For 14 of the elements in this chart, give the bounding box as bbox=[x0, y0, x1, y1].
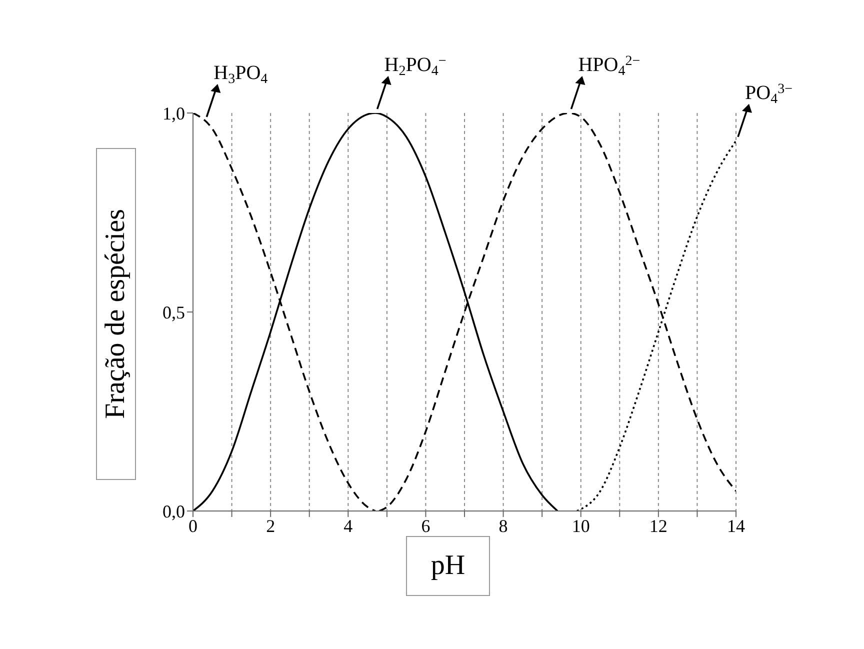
y-tick-label: 0,0 bbox=[162, 501, 185, 522]
x-tick-label: 14 bbox=[727, 516, 745, 536]
y-axis-title: Fração de espécies bbox=[100, 209, 132, 419]
annotation: H$_{3}$PO$_{4}$ bbox=[214, 62, 268, 86]
y-tick-label: 0,5 bbox=[162, 302, 185, 322]
y-tick-label: 1,0 bbox=[162, 103, 185, 124]
x-axis-title: pH bbox=[406, 536, 490, 596]
x-tick-label: 4 bbox=[344, 516, 353, 536]
x-tick-label: 10 bbox=[572, 516, 590, 536]
x-tick-label: 0 bbox=[188, 516, 198, 536]
x-tick-label: 6 bbox=[421, 516, 430, 536]
x-tick-label: 12 bbox=[649, 516, 668, 536]
x-tick-label: 2 bbox=[266, 516, 276, 536]
x-tick-label: 8 bbox=[498, 516, 508, 536]
